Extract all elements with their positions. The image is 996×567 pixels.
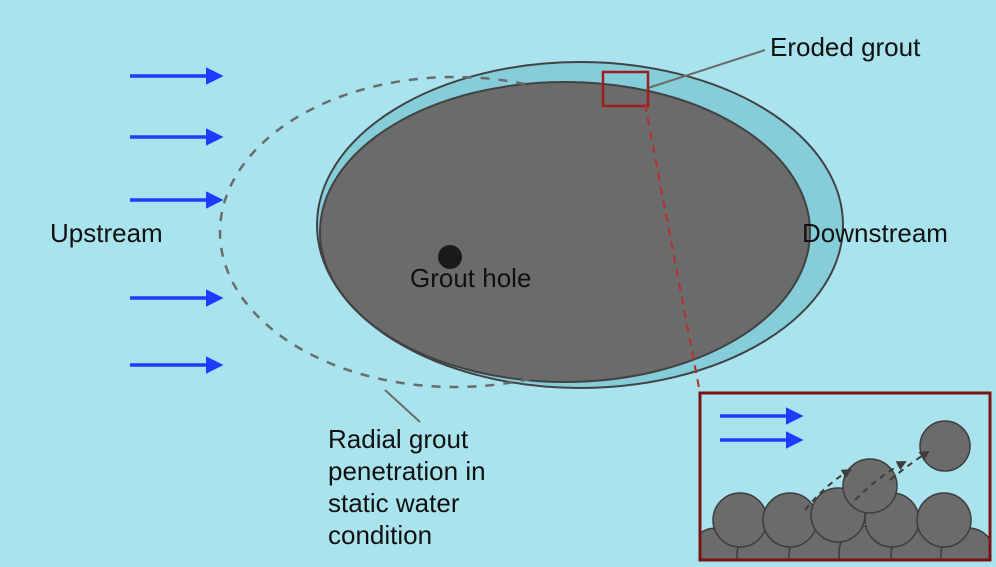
- label-downstream: Downstream: [802, 218, 948, 248]
- particle-11: [843, 459, 897, 513]
- particle-6: [713, 493, 767, 547]
- particle-10: [917, 493, 971, 547]
- label-upstream: Upstream: [50, 218, 163, 248]
- label-eroded: Eroded grout: [770, 32, 921, 62]
- particle-7: [763, 493, 817, 547]
- particle-detached: [920, 421, 970, 471]
- label-grout_hole: Grout hole: [410, 263, 531, 293]
- grout-ellipse-flow: [320, 82, 810, 382]
